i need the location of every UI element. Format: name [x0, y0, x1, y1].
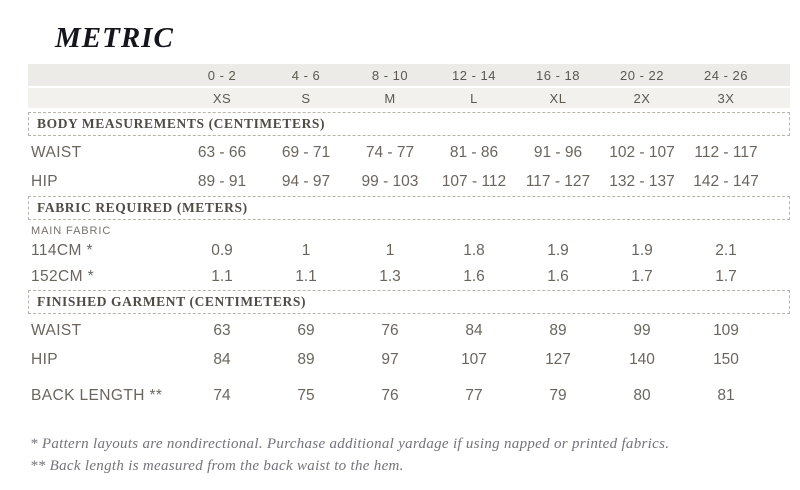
- measurement-cell: 77: [465, 386, 483, 404]
- measurement-cell: 79: [549, 386, 567, 404]
- section-heading-body-measurements: BODY MEASUREMENTS (CENTIMETERS): [28, 112, 790, 136]
- measurement-cell: 89: [297, 350, 315, 368]
- table-row-fabric-114cm: 114CM * 0.9 1 1 1.8 1.9 1.9 2.1: [28, 238, 790, 264]
- size-letter-header: XL: [549, 90, 567, 106]
- footnotes-block: * Pattern layouts are nondirectional. Pu…: [30, 436, 800, 475]
- size-number-header: 0 - 2: [207, 67, 237, 83]
- size-letter-header: L: [470, 90, 478, 106]
- measurement-cell: 1.9: [547, 242, 569, 259]
- measurement-cell: 81: [717, 386, 735, 404]
- measurement-cell: 1.7: [631, 268, 653, 285]
- table-row-body-hip: HIP 89 - 91 94 - 97 99 - 103 107 - 112 1…: [28, 167, 790, 196]
- measurement-cell: 75: [297, 386, 315, 404]
- page-title: METRIC: [55, 22, 174, 54]
- measurement-cell: 1.6: [547, 268, 569, 285]
- size-number-header: 8 - 10: [371, 67, 409, 83]
- measurement-cell: 1.1: [211, 268, 233, 285]
- size-letter-header: 2X: [633, 90, 651, 106]
- main-fabric-subheading: MAIN FABRIC: [31, 225, 112, 237]
- measurement-cell: 117 - 127: [525, 172, 591, 190]
- measurement-cell: 142 - 147: [693, 172, 759, 190]
- measurement-cell: 1.8: [463, 242, 485, 259]
- measurement-cell: 69: [297, 321, 315, 339]
- measurement-cell: 99: [633, 321, 651, 339]
- size-number-header: 24 - 26: [704, 67, 748, 83]
- measurement-cell: 1: [385, 242, 395, 259]
- size-number-header: 20 - 22: [620, 67, 664, 83]
- size-letter-header: XS: [212, 90, 232, 106]
- size-letter-header: 3X: [717, 90, 735, 106]
- footnote-pattern-layouts: * Pattern layouts are nondirectional. Pu…: [30, 436, 670, 452]
- row-label: HIP: [31, 350, 59, 368]
- table-row-garment-hip: HIP 84 89 97 107 127 140 150: [28, 345, 790, 374]
- measurement-cell: 1.1: [295, 268, 317, 285]
- measurement-cell: 99 - 103: [361, 172, 419, 190]
- row-label: HIP: [31, 172, 59, 190]
- measurement-cell: 1.6: [463, 268, 485, 285]
- measurement-cell: 69 - 71: [281, 143, 331, 161]
- footnote-back-length: ** Back length is measured from the back…: [30, 458, 404, 474]
- size-number-header: 12 - 14: [452, 67, 496, 83]
- table-row-garment-back-length: BACK LENGTH ** 74 75 76 77 79 80 81: [28, 381, 790, 410]
- measurement-cell: 94 - 97: [281, 172, 331, 190]
- table-row-fabric-152cm: 152CM * 1.1 1.1 1.3 1.6 1.6 1.7 1.7: [28, 264, 790, 290]
- row-label: 114CM *: [31, 242, 93, 259]
- measurement-cell: 89 - 91: [197, 172, 247, 190]
- measurement-cell: 140: [629, 350, 655, 368]
- measurement-cell: 84: [213, 350, 231, 368]
- measurement-cell: 89: [549, 321, 567, 339]
- size-number-header: 4 - 6: [291, 67, 321, 83]
- measurement-cell: 76: [381, 386, 399, 404]
- row-label: WAIST: [31, 143, 82, 161]
- measurement-cell: 150: [713, 350, 739, 368]
- metric-size-chart-table: 0 - 2 4 - 6 8 - 10 12 - 14 16 - 18 20 - …: [28, 64, 790, 410]
- size-letter-header: M: [384, 90, 396, 106]
- measurement-cell: 0.9: [211, 242, 233, 259]
- measurement-cell: 76: [381, 321, 399, 339]
- measurement-cell: 91 - 96: [533, 143, 583, 161]
- section-heading-finished-garment: FINISHED GARMENT (CENTIMETERS): [28, 290, 790, 314]
- table-row-garment-waist: WAIST 63 69 76 84 89 99 109: [28, 316, 790, 345]
- measurement-cell: 127: [545, 350, 571, 368]
- row-label: BACK LENGTH **: [31, 386, 163, 404]
- measurement-cell: 1: [301, 242, 311, 259]
- row-label: WAIST: [31, 321, 82, 339]
- measurement-cell: 102 - 107: [609, 143, 675, 161]
- section-heading-fabric-required: FABRIC REQUIRED (METERS): [28, 196, 790, 220]
- measurement-cell: 74 - 77: [365, 143, 415, 161]
- table-row-body-waist: WAIST 63 - 66 69 - 71 74 - 77 81 - 86 91…: [28, 138, 790, 167]
- size-number-header-row: 0 - 2 4 - 6 8 - 10 12 - 14 16 - 18 20 - …: [28, 64, 790, 86]
- measurement-cell: 63 - 66: [197, 143, 247, 161]
- size-letter-header-row: XS S M L XL 2X 3X: [28, 88, 790, 108]
- measurement-cell: 1.7: [715, 268, 737, 285]
- measurement-cell: 74: [213, 386, 231, 404]
- measurement-cell: 1.3: [379, 268, 401, 285]
- measurement-cell: 81 - 86: [449, 143, 499, 161]
- size-letter-header: S: [301, 90, 311, 106]
- measurement-cell: 112 - 117: [694, 143, 758, 161]
- measurement-cell: 80: [633, 386, 651, 404]
- measurement-cell: 107: [461, 350, 487, 368]
- measurement-cell: 107 - 112: [441, 172, 507, 190]
- measurement-cell: 84: [465, 321, 483, 339]
- measurement-cell: 1.9: [631, 242, 653, 259]
- measurement-cell: 63: [213, 321, 231, 339]
- measurement-cell: 97: [381, 350, 399, 368]
- measurement-cell: 109: [713, 321, 739, 339]
- measurement-cell: 132 - 137: [609, 172, 675, 190]
- size-number-header: 16 - 18: [536, 67, 580, 83]
- row-label: 152CM *: [31, 268, 95, 285]
- measurement-cell: 2.1: [715, 242, 737, 259]
